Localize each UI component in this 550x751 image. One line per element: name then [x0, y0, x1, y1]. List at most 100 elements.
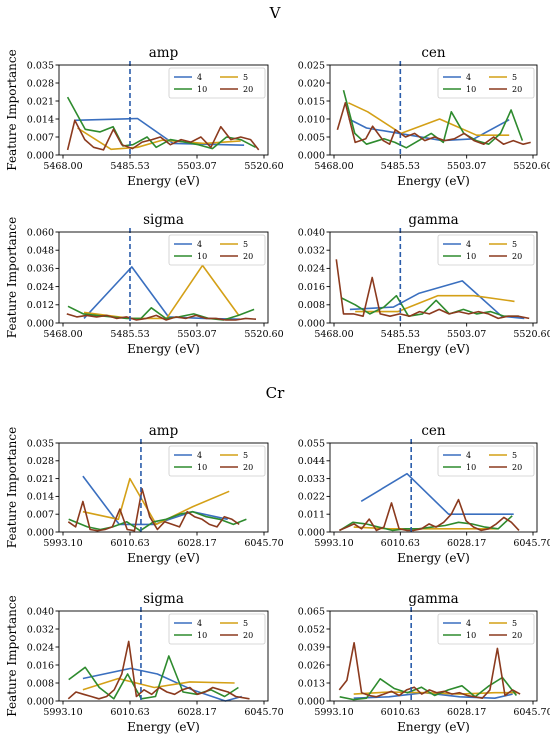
- x-tick-label: 5993.10: [43, 707, 82, 718]
- legend-box: [168, 613, 266, 645]
- y-tick-label: 0.039: [298, 642, 325, 653]
- y-tick-label: 0.036: [27, 264, 54, 275]
- legend-box: [437, 445, 535, 477]
- legend-label-4: 4: [197, 240, 202, 249]
- y-tick-label: 0.033: [298, 474, 325, 485]
- x-axis-label: Energy (eV): [397, 174, 470, 188]
- section-label-v: V: [269, 4, 282, 22]
- y-tick-label: 0.000: [27, 318, 54, 329]
- series-line-20: [66, 313, 257, 321]
- y-tick-label: 0.012: [27, 300, 54, 311]
- y-tick-label: 0.024: [298, 264, 325, 275]
- chart-panel-cr-sigma: sigma 5993.10 6010.63 6028.17 6045.70 0.000 0.…: [5, 591, 284, 734]
- series-line-4: [353, 691, 513, 699]
- chart-panel-v-cen: cen 5468.00 5485.53 5503.07 5520.60 0.000 0.00…: [298, 45, 550, 188]
- y-tick-label: 0.040: [27, 606, 54, 617]
- y-tick-label: 0.025: [298, 60, 325, 71]
- y-tick-label: 0.048: [27, 246, 54, 257]
- legend-box: [168, 234, 266, 266]
- legend-label-10: 10: [197, 463, 207, 472]
- series-line-20: [67, 488, 240, 532]
- legend: 4 5 10 20: [437, 613, 535, 645]
- legend-label-20: 20: [243, 252, 253, 261]
- y-tick-label: 0.000: [27, 696, 54, 707]
- legend-label-5: 5: [512, 73, 517, 82]
- y-tick-label: 0.044: [298, 456, 325, 467]
- legend-label-4: 4: [466, 619, 471, 628]
- x-tick-label: 5503.07: [177, 329, 216, 340]
- y-tick-label: 0.008: [298, 300, 325, 311]
- y-tick-label: 0.016: [27, 660, 54, 671]
- legend-box: [437, 67, 535, 99]
- y-tick-label: 0.028: [27, 456, 54, 467]
- chart-title: sigma: [143, 591, 184, 607]
- legend: 4 5 10 20: [168, 234, 266, 266]
- y-tick-label: 0.007: [27, 132, 54, 143]
- x-tick-label: 6028.17: [447, 538, 486, 549]
- x-tick-label: 6045.70: [513, 707, 550, 718]
- legend-label-5: 5: [243, 240, 248, 249]
- legend-label-4: 4: [466, 451, 471, 460]
- series-line-20: [335, 259, 530, 320]
- x-tick-label: 5485.53: [381, 161, 420, 172]
- y-tick-label: 0.000: [27, 150, 54, 161]
- legend: 4 5 10 20: [168, 445, 266, 477]
- x-axis-label: Energy (eV): [397, 342, 470, 356]
- legend: 4 5 10 20: [437, 445, 535, 477]
- x-tick-label: 5485.53: [110, 161, 149, 172]
- y-tick-label: 0.055: [298, 438, 325, 449]
- plot-frame: [58, 442, 269, 533]
- legend: 4 5 10 20: [168, 67, 266, 99]
- legend-box: [437, 613, 535, 645]
- x-tick-label: 5993.10: [43, 538, 82, 549]
- legend-label-5: 5: [243, 73, 248, 82]
- y-tick-label: 0.021: [27, 474, 54, 485]
- y-tick-label: 0.014: [27, 492, 54, 503]
- legend-label-10: 10: [197, 631, 207, 640]
- legend: 4 5 10 20: [168, 613, 266, 645]
- series-line-5: [348, 102, 510, 136]
- x-tick-label: 6028.17: [177, 538, 216, 549]
- chart-panel-v-amp: amp 5468.00 5485.53 5503.07 5520.60 0.000 0.00…: [5, 45, 284, 188]
- y-tick-label: 0.022: [298, 492, 325, 503]
- x-tick-label: 6010.63: [110, 707, 149, 718]
- legend-label-20: 20: [512, 631, 522, 640]
- x-tick-label: 5468.00: [43, 161, 82, 172]
- x-tick-label: 5468.00: [314, 161, 353, 172]
- legend-label-20: 20: [243, 631, 253, 640]
- series-line-5: [82, 677, 235, 691]
- legend-label-10: 10: [466, 631, 476, 640]
- x-tick-label: 5503.07: [447, 329, 486, 340]
- x-tick-label: 5520.60: [513, 161, 550, 172]
- chart-panel-cr-gamma: gamma 5993.10 6010.63 6028.17 6045.70 0.000 0.…: [298, 591, 550, 734]
- y-tick-label: 0.060: [27, 227, 54, 238]
- legend-label-5: 5: [512, 619, 517, 628]
- legend-label-10: 10: [466, 463, 476, 472]
- series-line-5: [83, 264, 240, 320]
- chart-title: amp: [149, 45, 179, 61]
- series-line-4: [360, 472, 514, 515]
- legend-label-20: 20: [243, 85, 253, 94]
- legend-label-5: 5: [243, 451, 248, 460]
- legend-label-20: 20: [243, 463, 253, 472]
- x-tick-label: 5468.00: [314, 329, 353, 340]
- plot-frame: [58, 610, 269, 702]
- x-tick-label: 5993.10: [314, 538, 353, 549]
- y-tick-label: 0.035: [27, 438, 54, 449]
- y-tick-label: 0.065: [298, 606, 325, 617]
- y-tick-label: 0.032: [27, 624, 54, 635]
- y-tick-label: 0.010: [298, 114, 325, 125]
- series-line-5: [82, 477, 230, 526]
- chart-panel-v-gamma: gamma 5468.00 5485.53 5503.07 5520.60 0.000 0.…: [298, 212, 550, 356]
- series-line-5: [353, 691, 518, 695]
- y-tick-label: 0.024: [27, 282, 54, 293]
- legend-label-4: 4: [197, 73, 202, 82]
- x-tick-label: 5520.60: [244, 161, 283, 172]
- y-tick-label: 0.026: [298, 660, 325, 671]
- series-line-20: [338, 642, 521, 699]
- legend-label-10: 10: [466, 85, 476, 94]
- plot-frame: [58, 231, 269, 324]
- series-line-4: [83, 266, 240, 320]
- chart-title: amp: [149, 423, 179, 439]
- y-tick-label: 0.020: [298, 78, 325, 89]
